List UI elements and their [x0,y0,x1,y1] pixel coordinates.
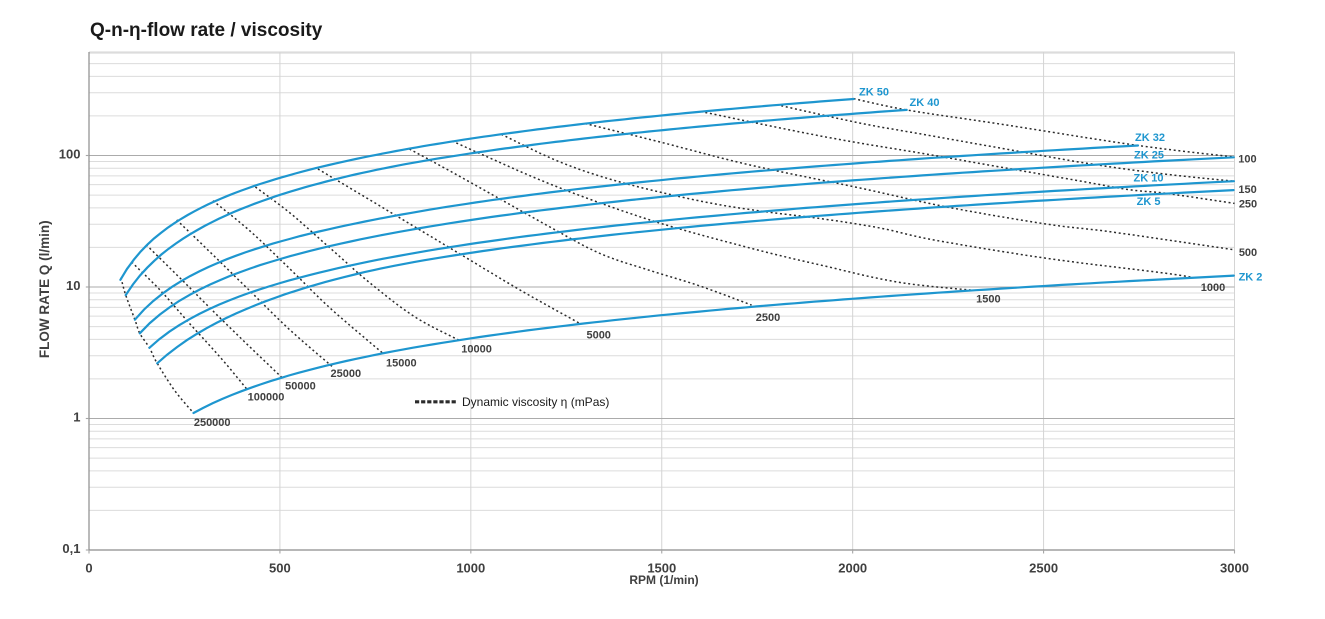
svg-text:1000: 1000 [1201,282,1225,294]
svg-text:0,1: 0,1 [62,541,80,556]
svg-text:0: 0 [85,561,92,576]
svg-text:ZK 50: ZK 50 [859,87,889,99]
svg-text:ZK 2: ZK 2 [1239,271,1263,283]
svg-text:1500: 1500 [647,561,676,576]
svg-text:1000: 1000 [456,561,485,576]
svg-text:150: 150 [1238,184,1256,196]
svg-text:ZK 5: ZK 5 [1137,196,1161,208]
svg-text:ZK 40: ZK 40 [910,97,940,109]
svg-text:100: 100 [1238,154,1256,166]
svg-text:5000: 5000 [586,330,610,342]
svg-text:ZK 10: ZK 10 [1134,172,1164,184]
svg-text:500: 500 [1239,247,1257,259]
svg-text:15000: 15000 [386,357,417,369]
svg-text:2500: 2500 [1029,561,1058,576]
svg-text:100: 100 [59,147,81,162]
svg-text:100000: 100000 [248,392,285,404]
svg-text:10000: 10000 [461,344,492,356]
svg-text:1: 1 [73,410,80,425]
svg-text:2500: 2500 [756,312,780,324]
svg-text:1500: 1500 [976,294,1000,306]
svg-text:2000: 2000 [838,561,867,576]
svg-text:3000: 3000 [1220,561,1249,576]
svg-text:ZK 25: ZK 25 [1134,150,1164,162]
svg-text:50000: 50000 [285,381,316,393]
svg-text:250: 250 [1239,199,1257,211]
svg-text:ZK 32: ZK 32 [1135,132,1165,144]
svg-text:25000: 25000 [331,368,362,380]
svg-text:Q-n-η-flow rate / viscosity: Q-n-η-flow rate / viscosity [90,20,323,41]
svg-text:FLOW RATE Q (l/min): FLOW RATE Q (l/min) [37,220,52,358]
svg-text:Dynamic viscosity η (mPas): Dynamic viscosity η (mPas) [462,395,609,409]
svg-text:RPM (1/min): RPM (1/min) [629,573,698,587]
svg-text:10: 10 [66,278,80,293]
svg-text:250000: 250000 [194,417,231,429]
svg-text:500: 500 [269,561,291,576]
